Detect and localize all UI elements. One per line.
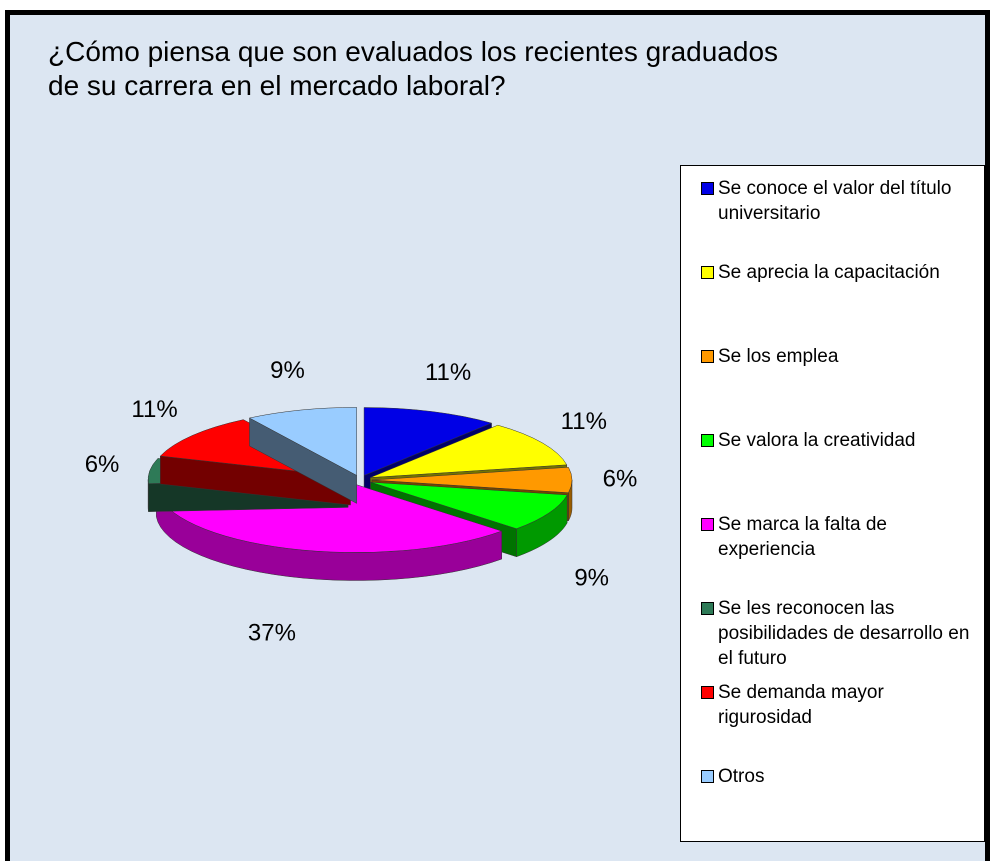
legend-entry: Se conoce el valor del título universita… [701, 176, 971, 226]
legend-label: Se valora la creatividad [718, 430, 916, 451]
legend-entry: Se demanda mayor rigurosidad [701, 680, 971, 730]
legend-label: Se aprecia la capacitación [718, 262, 940, 283]
data-label: 6% [603, 465, 638, 492]
legend-label: Otros [718, 766, 765, 787]
legend-entry: Se valora la creatividad [701, 428, 971, 453]
slice-top [248, 407, 357, 476]
legend-entry: Se marca la falta de experiencia [701, 512, 971, 562]
legend-label: Se marca la falta de experiencia [718, 514, 887, 560]
legend-entry: Otros [701, 764, 971, 789]
slice [248, 407, 357, 504]
data-label: 11% [131, 396, 177, 423]
legend-swatch [701, 350, 714, 363]
legend-swatch [701, 518, 714, 531]
legend-entry: Se les reconocen las posibilidades de de… [701, 596, 971, 671]
legend-label: Se demanda mayor rigurosidad [718, 682, 884, 728]
legend-swatch [701, 266, 714, 279]
legend-entry: Se los emplea [701, 344, 971, 369]
legend-swatch [701, 602, 714, 615]
slice-top [370, 424, 568, 478]
data-label: 6% [85, 451, 120, 478]
legend-swatch [701, 770, 714, 783]
legend-label: Se los emplea [718, 346, 839, 367]
data-label: 11% [561, 408, 607, 435]
data-label: 9% [270, 357, 305, 384]
slice-top [370, 481, 568, 529]
legend-label: Se conoce el valor del título universita… [718, 178, 952, 224]
legend: Se conoce el valor del título universita… [680, 165, 985, 842]
legend-entry: Se aprecia la capacitación [701, 260, 971, 285]
legend-swatch [701, 434, 714, 447]
legend-swatch [701, 686, 714, 699]
chart-title: ¿Cómo piensa que son evaluados los recie… [48, 36, 779, 101]
legend-swatch [701, 182, 714, 195]
data-label: 37% [248, 620, 296, 647]
data-label: 11% [425, 359, 471, 386]
slice-top [363, 407, 493, 476]
legend-label: Se les reconocen las posibilidades de de… [718, 598, 970, 669]
data-label: 9% [574, 565, 609, 592]
slice-top [371, 466, 573, 494]
